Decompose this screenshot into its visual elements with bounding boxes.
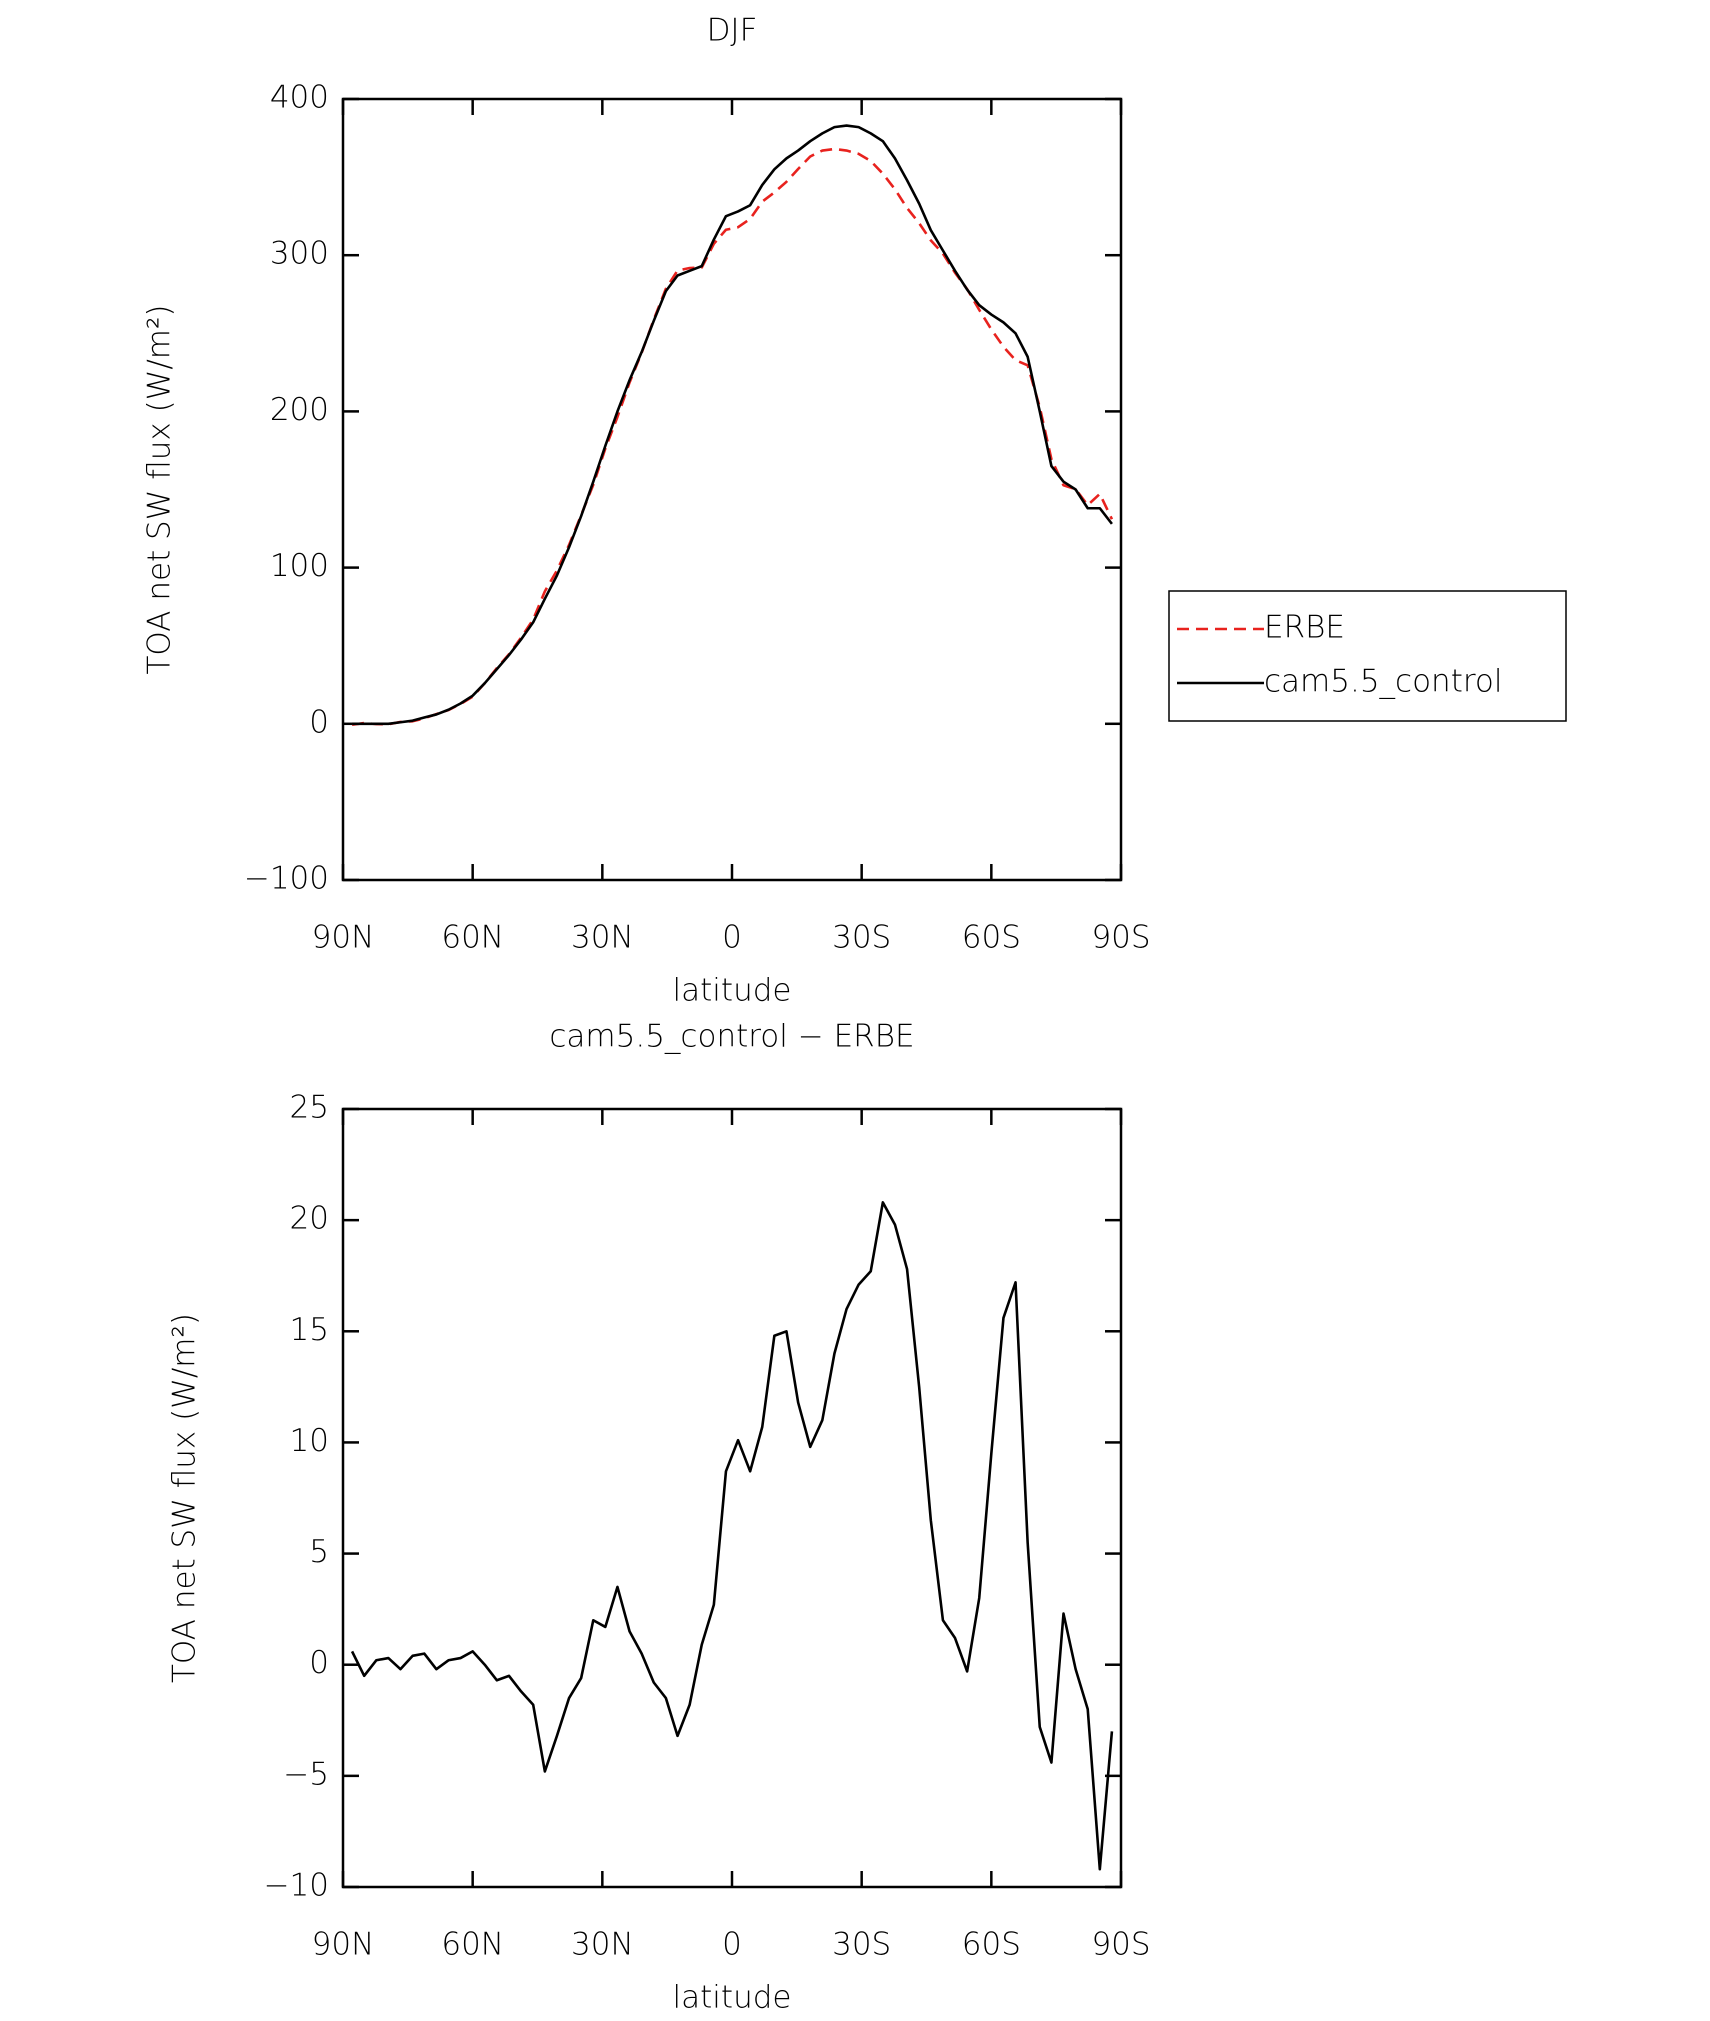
x-tick-label: 60N [441, 920, 504, 956]
y-tick-label: 10 [290, 1423, 329, 1459]
x-tick-label: 90S [1091, 1927, 1150, 1963]
y-tick-label: 5 [309, 1534, 329, 1570]
y-tick-label: 300 [270, 236, 329, 272]
x-tick-label: 90N [312, 920, 375, 956]
x-tick-label: 60S [962, 920, 1021, 956]
chart-title: cam5.5_control − ERBE [549, 1019, 914, 1055]
x-tick-label: 30N [571, 920, 634, 956]
plot-frame [341, 1107, 1123, 1889]
data-line [350, 1201, 1114, 1871]
data-line [352, 124, 1113, 726]
x-tick-label: 60S [962, 1927, 1021, 1963]
y-tick-label: −10 [264, 1868, 329, 1904]
y-tick-label: 0 [309, 1645, 329, 1681]
x-tick-label: 30S [832, 1927, 891, 1963]
x-tick-label: 90N [312, 1927, 375, 1963]
plot-frame [341, 97, 1123, 882]
chart-title: DJF [707, 13, 758, 49]
x-tick-label: 0 [722, 1927, 742, 1963]
y-tick-label: 25 [290, 1090, 329, 1126]
y-axis-label: TOA net SW flux (W/m²) [142, 304, 178, 674]
y-tick-label: −5 [283, 1756, 329, 1792]
x-tick-label: 0 [722, 920, 742, 956]
legend-box [1168, 590, 1567, 722]
y-tick-label: 20 [290, 1201, 329, 1237]
x-tick-label: 30N [571, 1927, 634, 1963]
x-axis-label: latitude [673, 1980, 792, 2016]
x-tick-label: 90S [1091, 920, 1150, 956]
y-tick-label: 100 [270, 548, 329, 584]
legend-label: cam5.5_control [1264, 664, 1503, 700]
legend-label: ERBE [1264, 610, 1345, 646]
y-tick-label: 200 [270, 392, 329, 428]
x-tick-label: 30S [832, 920, 891, 956]
y-axis-label: TOA net SW flux (W/m²) [167, 1313, 203, 1683]
y-tick-label: −100 [244, 861, 329, 897]
y-tick-label: 0 [309, 704, 329, 740]
x-tick-label: 60N [441, 1927, 504, 1963]
x-axis-label: latitude [673, 973, 792, 1009]
y-tick-label: 15 [290, 1312, 329, 1348]
data-line [351, 147, 1114, 727]
y-tick-label: 400 [270, 80, 329, 116]
